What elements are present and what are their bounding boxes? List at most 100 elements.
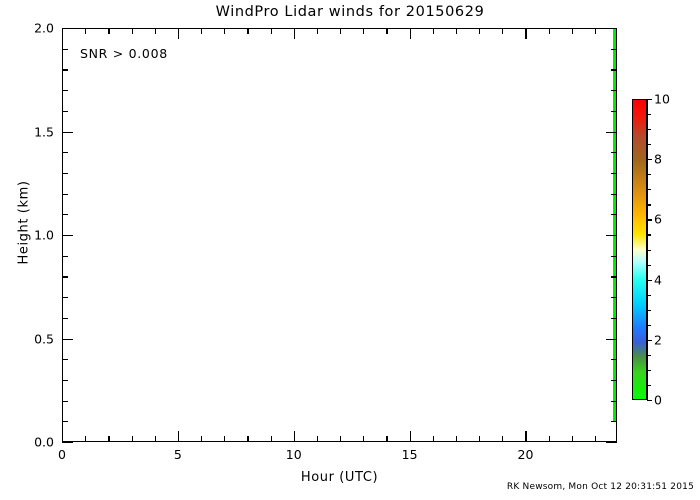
x-axis-minor-tick (108, 436, 110, 442)
x-axis-tick-label: 15 (401, 447, 418, 462)
y-axis-minor-tick (62, 276, 68, 278)
y-axis-minor-tick-right (611, 110, 617, 112)
x-axis-title: Hour (UTC) (300, 470, 379, 485)
colorbar-major-tick (647, 219, 652, 221)
x-axis-minor-tick-top (108, 28, 110, 34)
colorbar-minor-tick (647, 354, 651, 357)
x-axis-minor-tick (455, 436, 458, 442)
x-axis-minor-tick-top (201, 28, 203, 34)
y-axis-minor-tick (62, 317, 68, 319)
y-axis-major-tick-right (606, 442, 617, 444)
x-axis-minor-tick-top (479, 28, 481, 34)
x-axis-minor-tick (363, 436, 365, 442)
colorbar-tick-label: 2 (654, 332, 662, 348)
heatmap-data-layer (63, 29, 616, 441)
y-axis-minor-tick-right (611, 214, 617, 216)
colorbar-major-tick (647, 99, 652, 101)
y-axis-major-tick (62, 338, 73, 340)
y-axis-minor-tick-right (611, 152, 617, 154)
x-axis-minor-tick-top (340, 28, 342, 34)
x-axis-major-tick (293, 431, 295, 442)
y-axis-tick-label: 0.0 (34, 434, 54, 450)
colorbar-minor-tick (647, 294, 651, 296)
colorbar-major-tick (647, 400, 652, 402)
x-axis-minor-tick (247, 436, 249, 442)
y-axis-major-tick (62, 235, 73, 237)
y-axis-minor-tick (62, 379, 68, 382)
colorbar-minor-tick (647, 174, 651, 176)
x-axis-minor-tick (386, 436, 388, 442)
x-axis-major-tick (409, 431, 411, 442)
x-axis-tick-label: 20 (517, 447, 534, 462)
colorbar-minor-tick (647, 204, 651, 206)
y-axis-minor-tick (62, 172, 68, 175)
y-axis-major-tick (62, 442, 73, 444)
y-axis-tick-label: 1.0 (34, 227, 54, 243)
colorbar-tick-label: 8 (654, 151, 662, 167)
x-axis-major-tick-top (525, 28, 527, 39)
x-axis-minor-tick-top (131, 28, 133, 34)
y-axis-major-tick (62, 131, 73, 133)
plot-area[interactable] (62, 28, 617, 442)
x-axis-minor-tick-top (247, 28, 249, 34)
y-axis-minor-tick-right (611, 297, 617, 299)
x-axis-tick-label: 0 (58, 447, 66, 462)
y-axis-minor-tick-right (611, 193, 617, 195)
y-axis-minor-tick-right (611, 400, 617, 402)
y-axis-minor-tick-right (611, 421, 617, 423)
colorbar-minor-tick (647, 234, 651, 236)
x-axis-minor-tick (548, 436, 550, 442)
y-axis-minor-tick (62, 69, 68, 71)
colorbar-minor-tick (647, 129, 651, 131)
y-axis-tick-label: 1.5 (34, 124, 54, 139)
x-axis-minor-tick (340, 436, 342, 442)
colorbar-minor-tick (647, 309, 651, 311)
y-axis-minor-tick-right (611, 48, 617, 50)
snr-annotation: SNR > 0.008 (80, 46, 168, 61)
x-axis-minor-tick-top (432, 28, 434, 34)
x-axis-major-tick-top (62, 28, 64, 39)
y-axis-major-tick-right (606, 28, 617, 30)
y-axis-tick-label: 2.0 (34, 20, 54, 36)
colorbar-major-tick (647, 159, 652, 161)
y-axis-minor-tick-right (611, 255, 617, 257)
y-axis-minor-tick-right (611, 359, 617, 361)
x-axis-minor-tick (270, 436, 272, 442)
x-axis-minor-tick-top (270, 28, 272, 34)
colorbar-minor-tick (647, 114, 651, 116)
colorbar-minor-tick (647, 324, 651, 326)
colorbar-minor-tick (647, 369, 651, 372)
x-axis-minor-tick (224, 436, 226, 442)
y-axis-major-tick-right (606, 131, 617, 133)
x-axis-tick-label: 5 (173, 447, 182, 462)
y-axis-minor-tick (62, 421, 68, 423)
x-axis-major-tick-top (177, 28, 180, 39)
colorbar[interactable] (632, 99, 647, 400)
colorbar-minor-tick (647, 384, 651, 387)
colorbar-tick-label: 10 (654, 91, 670, 107)
y-axis-major-tick-right (606, 235, 617, 237)
x-axis-major-tick (62, 431, 64, 442)
x-axis-minor-tick (432, 436, 434, 442)
y-axis-minor-tick-right (611, 379, 617, 382)
x-axis-minor-tick-top (363, 28, 365, 34)
colorbar-minor-tick (647, 249, 651, 251)
y-axis-minor-tick (62, 214, 68, 216)
colorbar-major-tick (647, 279, 652, 281)
credit-line: RK Newsom, Mon Oct 12 20:31:51 2015 (506, 482, 694, 492)
y-axis-minor-tick (62, 110, 68, 112)
y-axis-major-tick (62, 28, 73, 30)
x-axis-major-tick (525, 431, 527, 442)
colorbar-gradient (633, 100, 646, 399)
colorbar-minor-tick (647, 144, 651, 146)
y-axis-minor-tick (62, 255, 68, 257)
y-axis-minor-tick-right (611, 90, 617, 92)
page-title: WindPro Lidar winds for 20150629 (215, 4, 485, 20)
x-axis-minor-tick (479, 436, 481, 442)
x-axis-minor-tick-top (154, 28, 156, 34)
colorbar-minor-tick (647, 264, 651, 266)
y-axis-minor-tick (62, 90, 68, 92)
colorbar-tick-label: 4 (654, 272, 662, 288)
y-axis-minor-tick (62, 297, 68, 299)
